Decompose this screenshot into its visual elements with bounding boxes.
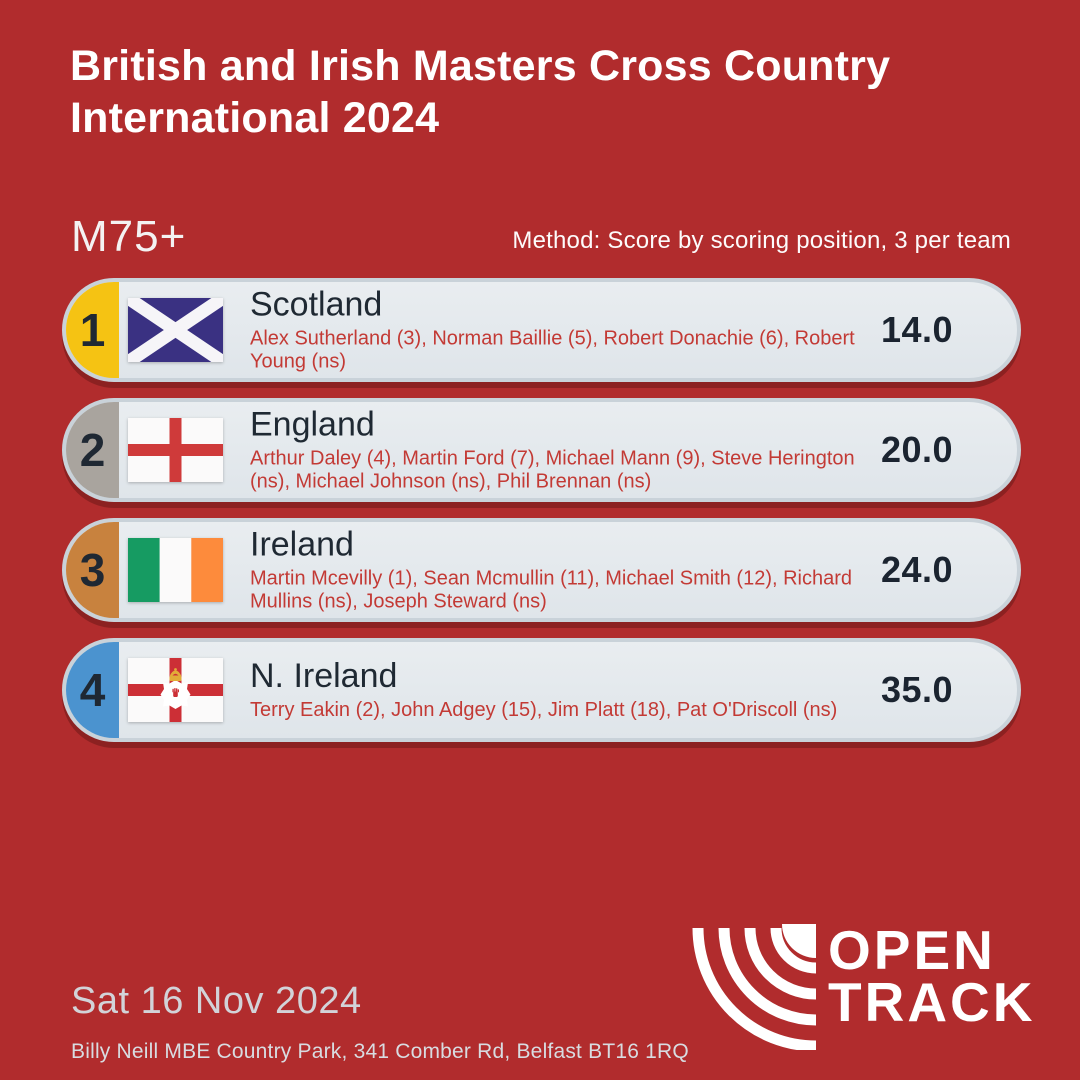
opentrack-logo-mark-icon	[692, 924, 817, 1050]
scotland-flag-icon	[128, 298, 223, 362]
rank-number: 2	[79, 424, 106, 476]
team-name: N. Ireland	[250, 656, 398, 695]
team-flag-icon	[128, 418, 223, 482]
event-date: Sat 16 Nov 2024	[71, 980, 362, 1022]
scoring-method-label: Method: Score by scoring position, 3 per…	[512, 227, 1011, 254]
team-score: 20.0	[880, 429, 954, 470]
opentrack-logo-text: OPEN TRACK	[828, 923, 1035, 1030]
team-score: 35.0	[880, 669, 954, 710]
team-text: Scotland Alex Sutherland (3), Norman Bai…	[250, 286, 870, 374]
rank-number: 3	[79, 544, 106, 596]
logo-word-track: TRACK	[828, 971, 1036, 1033]
page-title: British and Irish Masters Cross Country …	[70, 40, 990, 145]
northern-ireland-flag-icon	[128, 658, 223, 722]
rank-badge: 2	[66, 402, 119, 498]
athletes-list: Arthur Daley (4), Martin Ford (7), Micha…	[250, 446, 855, 493]
team-score: 14.0	[880, 309, 954, 350]
team-name: Scotland	[250, 285, 383, 324]
team-flag-icon	[128, 658, 223, 722]
athletes-list: Terry Eakin (2), John Adgey (15), Jim Pl…	[250, 698, 838, 721]
title-line-2: International 2024	[70, 94, 440, 143]
rank-badge: 4	[66, 642, 119, 738]
result-row: 2 England Arthur Daley (4), Martin Ford …	[62, 398, 1021, 502]
category-label: M75+	[71, 212, 187, 261]
rank-badge: 3	[66, 522, 119, 618]
team-score: 24.0	[880, 549, 954, 590]
ireland-flag-icon	[128, 538, 223, 602]
title-line-1: British and Irish Masters Cross Country	[70, 42, 891, 90]
rank-badge: 1	[66, 282, 119, 378]
athletes-list: Martin Mcevilly (1), Sean Mcmullin (11),…	[250, 566, 853, 613]
event-venue: Billy Neill MBE Country Park, 341 Comber…	[71, 1040, 689, 1063]
result-row: 4 N. Ireland Terry Eakin (2), John Adgey…	[62, 638, 1021, 742]
rank-number: 1	[79, 304, 106, 356]
logo-word-open: OPEN	[828, 919, 996, 981]
team-text: Ireland Martin Mcevilly (1), Sean Mcmull…	[250, 526, 870, 614]
athletes-list: Alex Sutherland (3), Norman Baillie (5),…	[250, 326, 855, 373]
results-list: 1 Scotland Alex Sutherland (3), Norman B…	[62, 278, 1021, 758]
team-name: Ireland	[250, 525, 354, 564]
team-name: England	[250, 405, 375, 444]
result-row: 3 Ireland Martin Mcevilly (1), Sean Mcmu…	[62, 518, 1021, 622]
opentrack-logo: OPEN TRACK	[690, 918, 1050, 1050]
team-flag-icon	[128, 538, 223, 602]
england-flag-icon	[128, 418, 223, 482]
team-text: England Arthur Daley (4), Martin Ford (7…	[250, 406, 870, 494]
result-row: 1 Scotland Alex Sutherland (3), Norman B…	[62, 278, 1021, 382]
team-text: N. Ireland Terry Eakin (2), John Adgey (…	[250, 658, 870, 722]
team-flag-icon	[128, 298, 223, 362]
rank-number: 4	[79, 664, 106, 716]
